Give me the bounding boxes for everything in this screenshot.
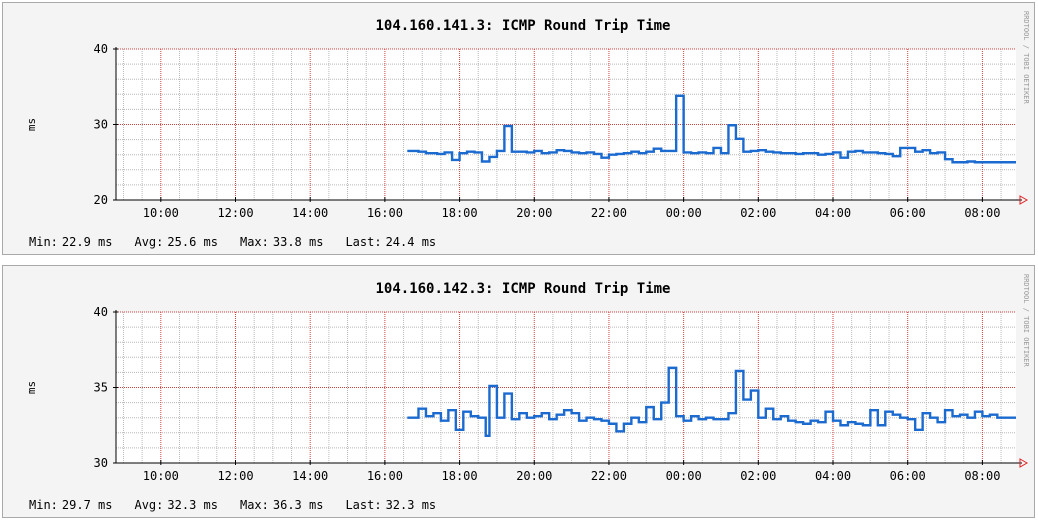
x-tick-label: 06:00 xyxy=(890,469,926,483)
stat-avg-value: 32.3 ms xyxy=(167,498,218,512)
stat-avg-label: Avg: xyxy=(134,235,164,249)
y-tick-label: 30 xyxy=(94,456,108,470)
stat-last-value: 32.3 ms xyxy=(385,498,437,512)
stat-max-label: Max: xyxy=(239,235,269,249)
x-tick-label: 16:00 xyxy=(367,206,403,220)
x-axis-arrow xyxy=(1019,458,1029,468)
x-tick-label: 18:00 xyxy=(442,469,478,483)
stat-max-value: 33.8 ms xyxy=(272,235,324,249)
x-tick-label: 04:00 xyxy=(815,469,851,483)
y-tick-label: 40 xyxy=(94,305,108,319)
y-tick-label: 30 xyxy=(94,118,108,132)
x-tick-label: 02:00 xyxy=(740,206,776,220)
stat-min-value: 22.9 ms xyxy=(61,235,113,249)
stat-last-value: 24.4 ms xyxy=(385,235,437,249)
minor-grid xyxy=(116,49,1016,200)
x-tick-label: 12:00 xyxy=(217,206,253,220)
rtt-graph-104-160-142-3: 10:00 12:00 14:00 16:00 18:00 20:00 22:00 00:00… xyxy=(2,265,1035,518)
chart-title: 104.160.141.3: ICMP Round Trip Time xyxy=(375,18,670,34)
x-tick-label: 08:00 xyxy=(964,206,1000,220)
stat-avg-value: 25.6 ms xyxy=(167,235,218,249)
minor-grid xyxy=(116,312,1016,463)
watermark: RRDTOOL / TOBI OETIKER xyxy=(1022,11,1030,105)
major-grid xyxy=(116,48,1016,200)
x-tick-label: 14:00 xyxy=(292,206,328,220)
x-tick-label: 22:00 xyxy=(591,469,627,483)
stats-row: Min: 22.9 ms Avg: 25.6 ms Max: 33.8 ms Last: 24… xyxy=(29,235,458,249)
stat-max-value: 36.3 ms xyxy=(272,498,324,512)
x-tick-label: 02:00 xyxy=(740,469,776,483)
x-tick-label: 10:00 xyxy=(143,469,179,483)
x-tick-label: 08:00 xyxy=(964,469,1000,483)
x-tick-label: 04:00 xyxy=(815,206,851,220)
x-tick-label: 20:00 xyxy=(516,469,552,483)
stats-row: Min: 29.7 ms Avg: 32.3 ms Max: 36.3 ms Last: 32… xyxy=(29,498,458,512)
y-tick-label: 20 xyxy=(94,193,108,207)
stat-last-label: Last: xyxy=(345,235,382,249)
y-tick-label: 35 xyxy=(94,381,108,395)
stat-last-label: Last: xyxy=(345,498,382,512)
rtt-graph-104-160-141-3: 10:00 12:00 14:00 16:00 18:00 20:00 22:00 00:00… xyxy=(2,2,1035,255)
x-tick-label: 22:00 xyxy=(591,206,627,220)
stat-max-label: Max: xyxy=(239,498,269,512)
x-tick-label: 06:00 xyxy=(890,206,926,220)
x-tick-label: 00:00 xyxy=(666,206,702,220)
major-grid xyxy=(116,311,1016,463)
stat-min-label: Min: xyxy=(29,498,58,512)
series-line xyxy=(407,366,1016,438)
x-tick-label: 12:00 xyxy=(217,469,253,483)
x-tick-label: 14:00 xyxy=(292,469,328,483)
watermark: RRDTOOL / TOBI OETIKER xyxy=(1022,274,1030,368)
x-axis-arrow xyxy=(1019,195,1029,205)
data-points xyxy=(407,367,1009,436)
x-tick-label: 20:00 xyxy=(516,206,552,220)
y-axis-label: ms xyxy=(25,381,38,394)
chart-title: 104.160.142.3: ICMP Round Trip Time xyxy=(375,281,670,297)
stat-min-label: Min: xyxy=(29,235,58,249)
chart-svg: 10:00 12:00 14:00 16:00 18:00 20:00 22:00 00:00… xyxy=(25,274,1030,483)
x-tick-label: 00:00 xyxy=(666,469,702,483)
stat-min-value: 29.7 ms xyxy=(61,498,113,512)
x-tick-label: 16:00 xyxy=(367,469,403,483)
x-tick-label: 18:00 xyxy=(442,206,478,220)
stat-avg-label: Avg: xyxy=(134,498,164,512)
y-tick-label: 40 xyxy=(94,42,108,56)
y-axis-label: ms xyxy=(25,118,38,131)
x-tick-label: 10:00 xyxy=(143,206,179,220)
chart-svg: 10:00 12:00 14:00 16:00 18:00 20:00 22:00 00:00… xyxy=(25,11,1030,220)
data-points xyxy=(407,95,1009,163)
